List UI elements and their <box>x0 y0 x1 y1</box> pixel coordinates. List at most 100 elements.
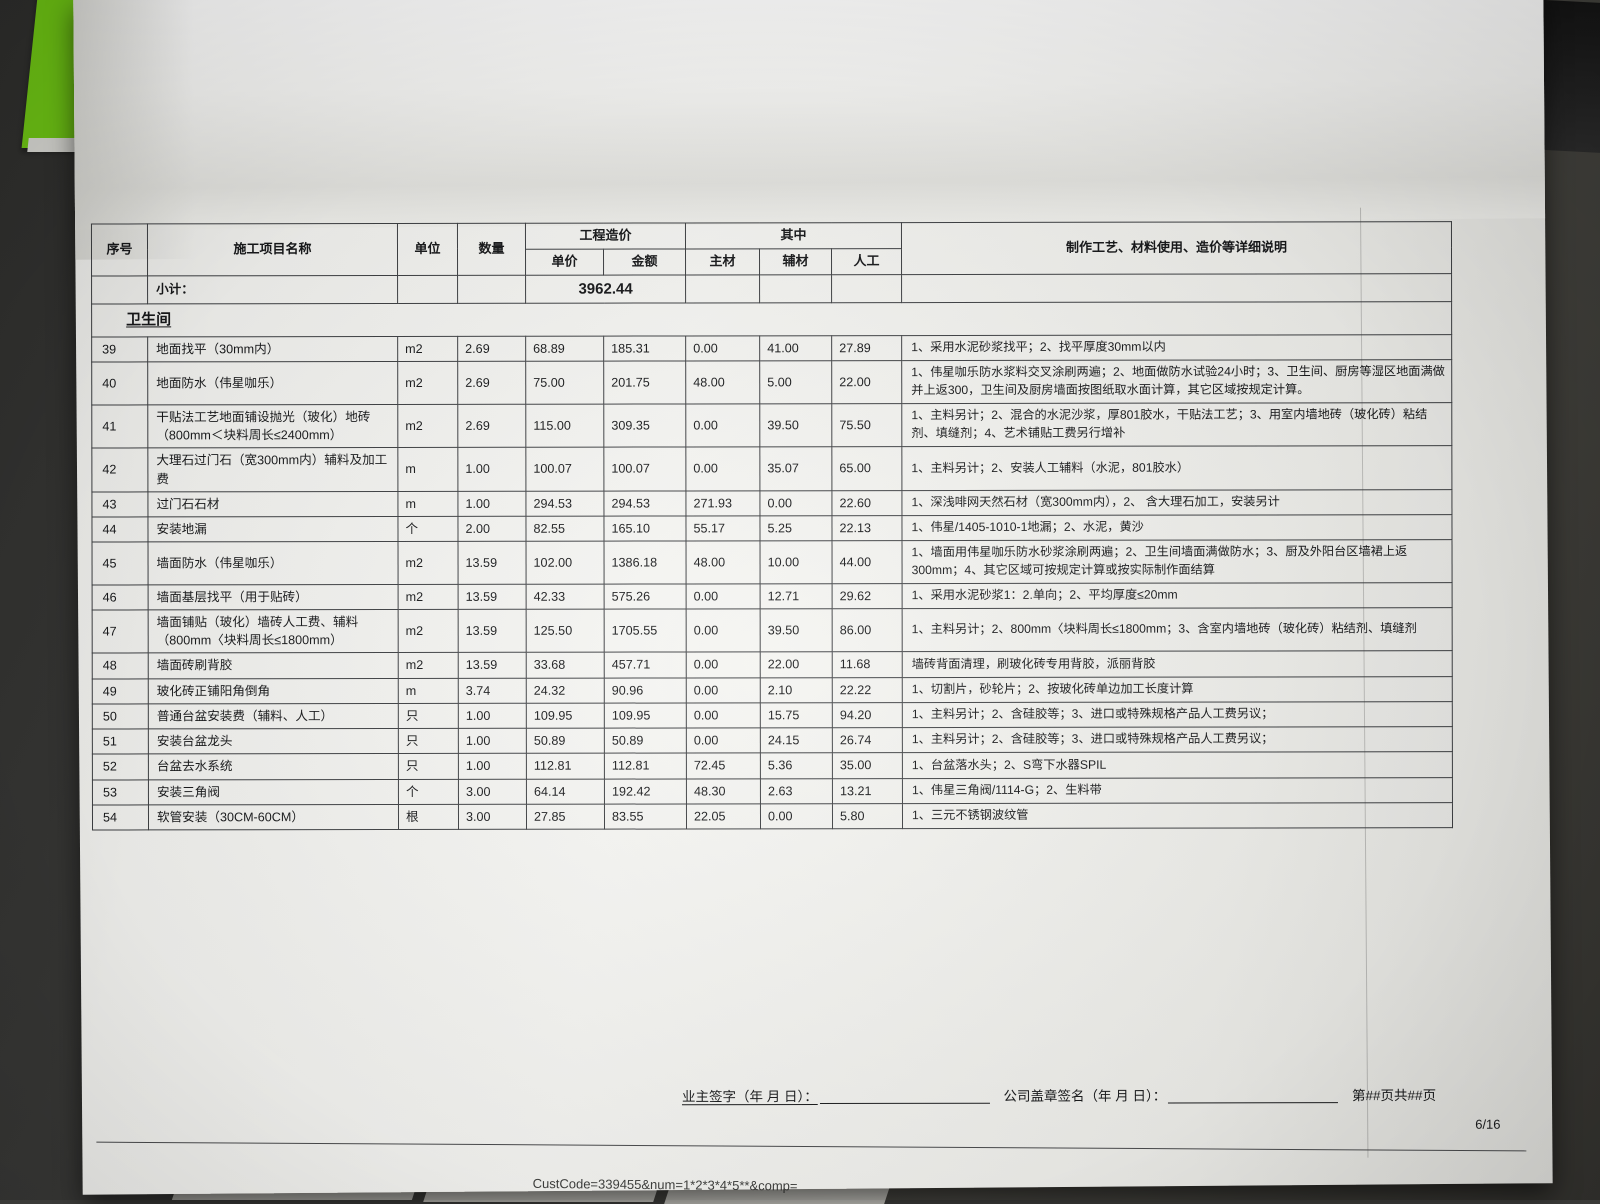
cell-main-material: 55.17 <box>685 515 761 542</box>
header-cost-group: 工程造价 <box>525 222 686 250</box>
cost-estimate-table: 序号 施工项目名称 单位 数量 工程造价 其中 制作工艺、材料使用、造价等详细说… <box>91 221 1453 831</box>
cell-unit: m2 <box>397 361 458 405</box>
cell-qty: 13.59 <box>458 583 527 610</box>
cell-main-material: 0.00 <box>686 728 761 754</box>
subtotal-main <box>685 274 760 304</box>
paper-sheet: 序号 施工项目名称 单位 数量 工程造价 其中 制作工艺、材料使用、造价等详细说… <box>73 0 1553 1195</box>
cell-unit: m <box>398 678 459 704</box>
cell-name: 墙面基层找平（用于贴砖） <box>148 584 399 610</box>
cell-index: 40 <box>91 362 148 405</box>
cell-main-material: 0.00 <box>686 608 761 653</box>
subtotal-aux <box>759 274 832 304</box>
cell-labor: 22.22 <box>832 677 903 703</box>
cell-unit-price: 68.89 <box>525 336 604 362</box>
cell-name: 安装台盆龙头 <box>148 728 399 755</box>
cell-aux-material: 24.15 <box>760 727 833 754</box>
cell-qty: 3.00 <box>458 804 527 830</box>
cell-description: 1、采用水泥砂浆1：2.单向；2、平均厚度≤20mm <box>902 582 1453 609</box>
cell-index: 49 <box>92 678 149 704</box>
cell-name: 软管安装（30CM-60CM） <box>148 804 399 831</box>
cell-description: 墙砖背面清理，刷玻化砖专用背胶，派丽背胶 <box>902 651 1453 678</box>
cell-description: 1、三元不锈钢波纹管 <box>902 802 1453 829</box>
cell-unit: 个 <box>397 516 459 542</box>
subtotal-label: 小计： <box>147 275 398 305</box>
cell-aux-material: 41.00 <box>759 335 832 362</box>
cell-aux-material: 35.07 <box>759 447 832 491</box>
cell-description: 1、台盆落水头；2、S弯下水器SPIL <box>902 752 1453 779</box>
header-among-group: 其中 <box>685 222 902 249</box>
cell-labor: 44.00 <box>832 540 903 584</box>
subtotal-desc <box>901 273 1452 304</box>
cell-main-material: 0.00 <box>686 677 761 703</box>
cell-labor: 13.21 <box>832 778 903 804</box>
cell-aux-material: 2.63 <box>760 778 833 804</box>
cell-name: 安装三角阀 <box>148 779 399 805</box>
subtotal-unit <box>397 275 458 304</box>
cell-qty: 2.69 <box>457 404 526 448</box>
cell-description: 1、主料另计；2、含硅胶等；3、进口或特殊规格产品人工费另议； <box>902 701 1453 728</box>
cell-aux-material: 0.00 <box>760 803 833 830</box>
cell-description: 1、伟星咖乐防水浆料交叉涂刷两遍；2、地面做防水试验24小时；3、卫生间、厨房等… <box>901 360 1452 404</box>
cell-unit-price: 42.33 <box>526 583 605 610</box>
cell-qty: 2.00 <box>457 516 527 542</box>
cell-labor: 94.20 <box>832 702 903 728</box>
cell-unit-price: 82.55 <box>525 516 605 542</box>
cell-main-material: 48.00 <box>685 361 760 404</box>
cell-index: 42 <box>91 448 148 492</box>
cell-name: 墙面防水（伟星咖乐） <box>148 541 399 585</box>
cell-index: 50 <box>92 703 149 730</box>
cell-qty: 2.69 <box>457 361 526 405</box>
cell-aux-material: 2.10 <box>760 677 833 703</box>
cell-unit-price: 50.89 <box>526 728 605 754</box>
cell-amount: 201.75 <box>603 361 686 404</box>
cell-unit-price: 115.00 <box>525 403 604 448</box>
cell-amount: 90.96 <box>604 677 687 704</box>
cell-unit-price: 294.53 <box>525 490 604 517</box>
cell-aux-material: 0.00 <box>759 490 832 516</box>
table-row: 39 地面找平（30mm内） m2 2.69 68.89 185.31 0.00 41.00 2… <box>91 334 1452 363</box>
cell-name: 干贴法工艺地面铺设抛光（玻化）地砖（800mm＜块料周长≤2400mm） <box>147 404 398 449</box>
cell-qty: 1.00 <box>458 703 527 729</box>
cell-qty: 3.74 <box>458 677 527 704</box>
table-row: 40 地面防水（伟星咖乐） m2 2.69 75.00 201.75 48.00 5.00 22… <box>91 360 1452 405</box>
table-row: 48 墙面砖刷背胶 m2 13.59 33.68 457.71 0.00 22.00 11.68… <box>92 651 1453 679</box>
cell-labor: 26.74 <box>832 727 903 754</box>
cell-unit: 只 <box>398 703 459 729</box>
page-number: 6/16 <box>1474 1116 1501 1132</box>
cell-description: 1、主料另计；2、混合的水泥沙浆，厚801胶水，干贴法工艺；3、用室内墙地砖（玻… <box>901 402 1452 447</box>
cell-amount: 112.81 <box>604 753 687 779</box>
table-row: 46 墙面基层找平（用于贴砖） m2 13.59 42.33 575.26 0.00 12.7… <box>92 582 1453 610</box>
cell-index: 48 <box>92 653 149 679</box>
cell-aux-material: 39.50 <box>760 608 833 653</box>
cell-amount: 192.42 <box>604 778 687 805</box>
cell-index: 43 <box>91 491 148 518</box>
owner-signature-line[interactable] <box>819 1102 990 1105</box>
cell-unit: m2 <box>398 584 459 610</box>
cell-index: 41 <box>91 404 148 449</box>
cell-amount: 100.07 <box>603 447 686 491</box>
header-index: 序号 <box>91 223 148 276</box>
cell-amount: 575.26 <box>604 583 687 610</box>
cell-amount: 185.31 <box>603 336 686 362</box>
header-amount: 金额 <box>603 248 686 275</box>
cell-unit: m2 <box>397 404 458 448</box>
table-row: 41 干贴法工艺地面铺设抛光（玻化）地砖（800mm＜块料周长≤2400mm） m2… <box>91 402 1452 449</box>
cell-qty: 3.00 <box>458 778 527 805</box>
cell-aux-material: 39.50 <box>759 403 832 448</box>
cell-amount: 1705.55 <box>604 608 687 653</box>
cell-unit-price: 125.50 <box>526 609 605 653</box>
cell-unit: 只 <box>398 753 459 780</box>
cell-main-material: 271.93 <box>685 490 760 517</box>
cell-unit-price: 109.95 <box>526 703 605 729</box>
subtotal-blank <box>91 275 148 305</box>
company-seal-line[interactable] <box>1168 1102 1339 1104</box>
cell-description: 1、采用水泥砂浆找平；2、找平厚度30mm以内 <box>901 334 1452 362</box>
cell-name: 过门石石材 <box>147 491 398 517</box>
cell-labor: 22.13 <box>831 515 903 542</box>
cell-main-material: 0.00 <box>686 583 761 609</box>
subtotal-value: 3962.44 <box>525 274 686 304</box>
sheet-bottom-edge <box>96 1141 1527 1152</box>
cell-index: 52 <box>92 754 149 780</box>
cell-name: 地面防水（伟星咖乐） <box>147 361 398 405</box>
header-aux-material: 辅材 <box>759 248 832 275</box>
